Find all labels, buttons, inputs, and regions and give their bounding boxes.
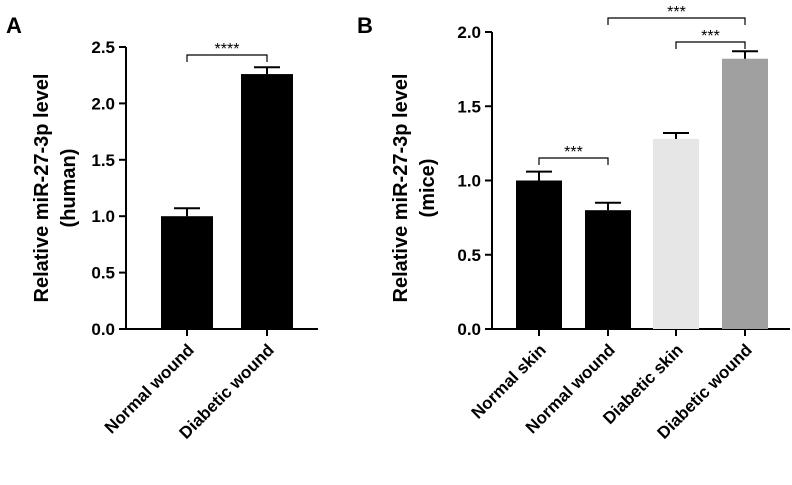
panel-b-significance-bracket — [538, 157, 609, 165]
panel-b-bar — [585, 210, 631, 329]
panel-b-letter: B — [357, 13, 373, 38]
panel-b-y-tick-label: 1.5 — [457, 97, 481, 116]
panel-b-y-tick-label: 0.0 — [457, 320, 481, 339]
panel-b-ylabel: Relative miR-27-3p level — [390, 74, 412, 303]
panel-a-y-tick-label: 1.0 — [91, 207, 115, 226]
panel-a-y-tick-label: 2.5 — [91, 38, 115, 57]
panel-a-bar — [161, 216, 213, 329]
panel-b-ylabel-unit: (mice) — [417, 159, 439, 218]
panel-a-significance-bracket — [186, 54, 268, 62]
panel-a-ylabel-unit: (human) — [58, 149, 80, 228]
panel-b-significance-bracket — [675, 41, 746, 49]
panel-a-y-tick-label: 2.0 — [91, 94, 115, 113]
panel-b-significance-bracket — [607, 17, 746, 25]
panel-b-y-tick-label: 1.0 — [457, 172, 481, 191]
panel-a-ylabel: Relative miR-27-3p level — [31, 74, 53, 303]
panel-a-y-tick-label: 1.5 — [91, 151, 115, 170]
panel-b-bar — [653, 138, 699, 329]
panel-b-y-tick-label: 0.5 — [457, 246, 481, 265]
panel-b-significance-label: *** — [667, 4, 686, 21]
panel-b-bar — [722, 58, 768, 329]
panel-a-significance-label: **** — [215, 41, 240, 58]
panel-b-y-tick-label: 2.0 — [457, 23, 481, 42]
panel-a-y-tick-label: 0.0 — [91, 320, 115, 339]
panel-a-letter: A — [6, 13, 22, 38]
panel-a-bar — [241, 74, 293, 330]
panel-b: B Relative miR-27-3p level (mice) 0.0 0.5… — [357, 4, 790, 443]
panel-b-bar — [516, 180, 562, 329]
panel-a: A Relative miR-27-3p level (human) 0.0 0.… — [6, 13, 318, 443]
panel-b-significance-label: *** — [564, 144, 583, 161]
panel-a-y-tick-label: 0.5 — [91, 264, 115, 283]
panel-b-significance-label: *** — [701, 28, 720, 45]
